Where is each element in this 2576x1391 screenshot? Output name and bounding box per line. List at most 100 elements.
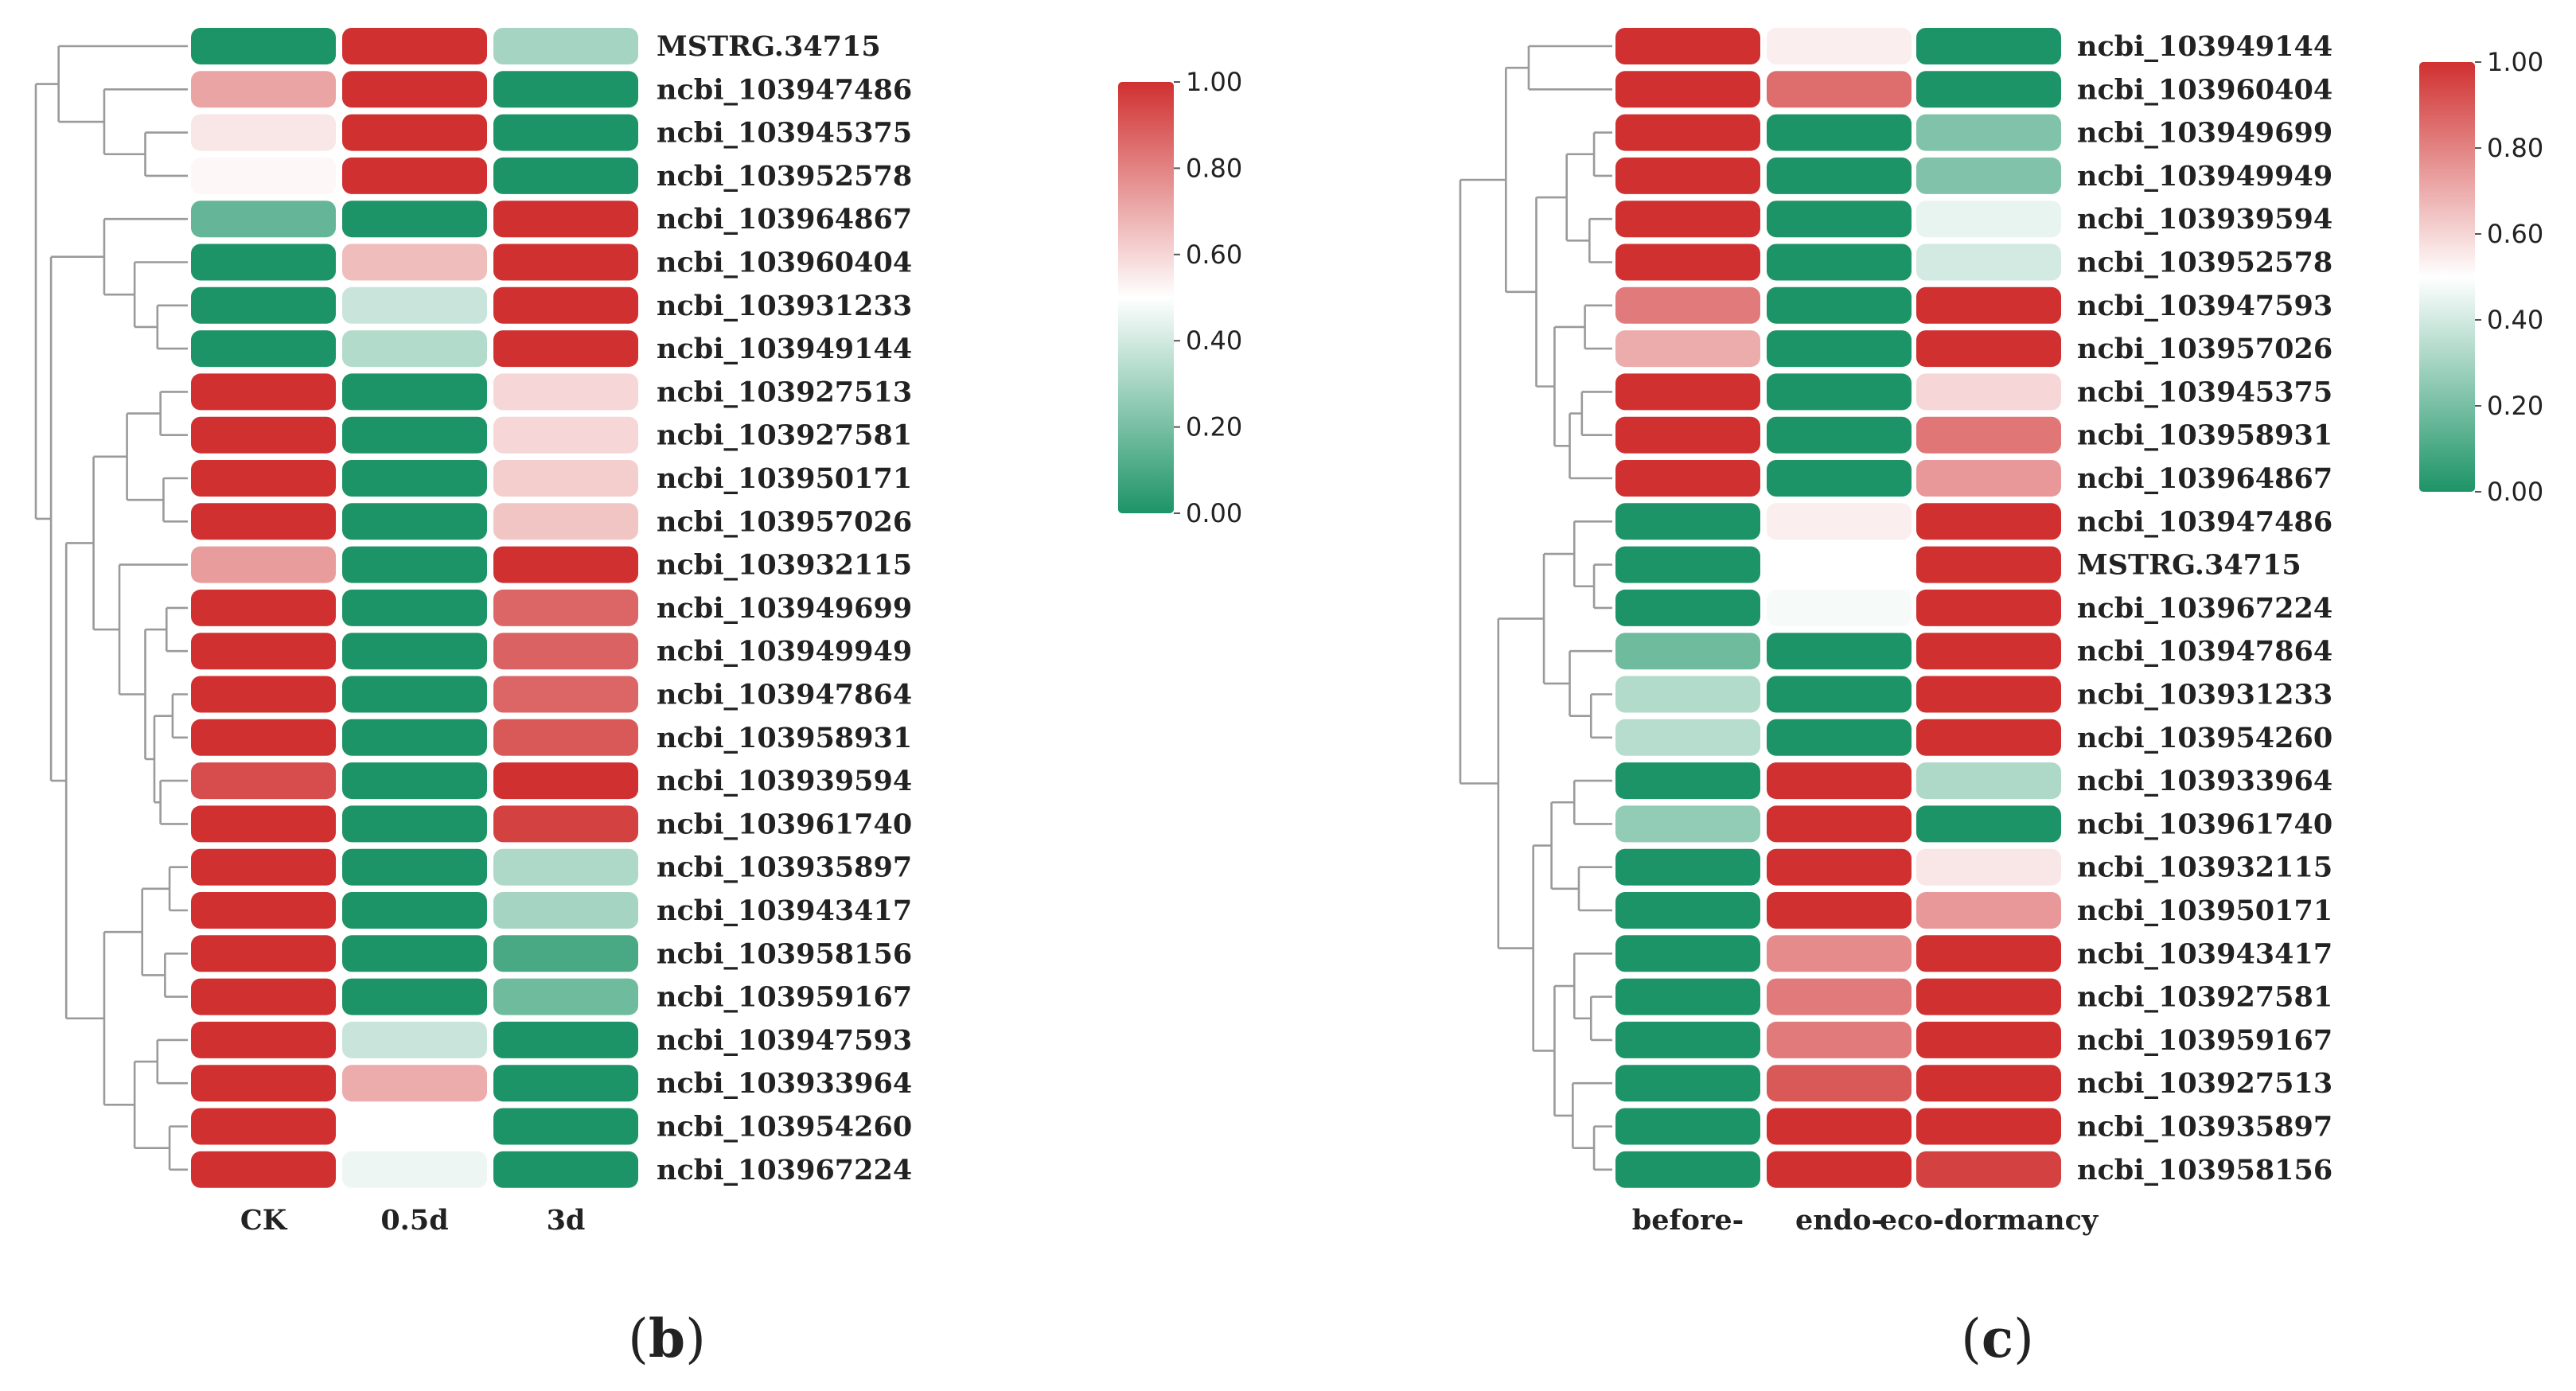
row-label: ncbi_103949699 (657, 592, 912, 625)
heatmap-cell (1615, 373, 1760, 411)
color-scale-tick-label: 0.00 (1186, 498, 1242, 528)
row-label: ncbi_103958156 (2077, 1154, 2332, 1186)
heatmap-cell (1615, 1021, 1760, 1058)
heatmap-cell (1916, 633, 2061, 670)
heatmap-cell (493, 157, 638, 194)
heatmap-cell (1767, 848, 1912, 886)
row-label: ncbi_103952578 (657, 160, 912, 193)
heatmap-cell (1916, 201, 2061, 238)
heatmap-cell (1615, 1065, 1760, 1102)
color-scale-tick-label: 0.80 (1186, 153, 1242, 183)
row-label: ncbi_103949144 (2077, 30, 2332, 63)
row-label: ncbi_103949699 (2077, 117, 2332, 150)
heatmap-cell (342, 416, 487, 454)
heatmap-cell (493, 114, 638, 151)
heatmap-cell (1767, 589, 1912, 626)
row-label: ncbi_103959167 (2077, 1024, 2332, 1057)
heatmap-cell (191, 762, 336, 800)
heatmap-cell (191, 1108, 336, 1145)
heatmap-cell (493, 892, 638, 929)
heatmap-cell (1767, 28, 1912, 64)
heatmap-cell (1767, 503, 1912, 540)
heatmap-cell (342, 201, 487, 238)
heatmap-cell (493, 848, 638, 886)
heatmap-cell (1615, 201, 1760, 238)
row-label: ncbi_103947864 (2077, 635, 2332, 668)
color-scale-tick-label: 0.00 (2487, 477, 2543, 507)
heatmap-cell (342, 762, 487, 800)
heatmap-cell (191, 201, 336, 238)
heatmap-cell (1767, 71, 1912, 108)
heatmap-cell (1767, 935, 1912, 972)
color-scale-tick-label: 1.00 (1186, 67, 1242, 97)
heatmap-cell (493, 1108, 638, 1145)
heatmap-cell (1916, 503, 2061, 540)
heatmap-cell (1615, 848, 1760, 886)
heatmap-cell (342, 719, 487, 756)
heatmap-cell (1767, 546, 1912, 583)
panel-label-b: (b) (628, 1307, 706, 1370)
heatmap-cells-c (1615, 28, 2061, 1188)
heatmap-cell (342, 1021, 487, 1058)
heatmap-cell (342, 1151, 487, 1188)
heatmap-cell (342, 373, 487, 411)
heatmap-cell (191, 460, 336, 497)
heatmap-cell (1615, 460, 1760, 497)
heatmap-cell (342, 330, 487, 368)
heatmap-cell (1916, 805, 2061, 843)
heatmap-cell (191, 503, 336, 540)
heatmap-cell (191, 676, 336, 713)
row-label: ncbi_103947593 (2077, 290, 2332, 322)
heatmap-cell (493, 762, 638, 800)
row-label: MSTRG.34715 (657, 30, 881, 63)
heatmap-cell (342, 460, 487, 497)
row-label: ncbi_103967224 (2077, 592, 2332, 625)
heatmap-cell (1916, 416, 2061, 454)
row-label: ncbi_103960404 (2077, 73, 2332, 106)
color-scale-tick-label: 0.80 (2487, 133, 2543, 163)
heatmap-cell (1615, 330, 1760, 368)
color-scale-c: 1.00 0.80 0.60 0.40 0.20 0.00 (2419, 47, 2543, 507)
heatmap-cell (1916, 589, 2061, 626)
heatmap-cell (1615, 892, 1760, 929)
row-label: ncbi_103943417 (657, 894, 912, 927)
heatmap-cell (1615, 762, 1760, 800)
row-label: ncbi_103950171 (2077, 894, 2332, 927)
heatmap-cell (1767, 373, 1912, 411)
row-label: ncbi_103927513 (657, 376, 912, 408)
heatmap-cell (1615, 416, 1760, 454)
heatmap-cell (493, 978, 638, 1015)
heatmap-cell (1767, 1108, 1912, 1145)
row-label: ncbi_103931233 (2077, 679, 2332, 711)
row-label: ncbi_103961740 (2077, 808, 2332, 840)
heatmap-cell (493, 330, 638, 368)
row-label: ncbi_103945375 (2077, 376, 2332, 408)
heatmap-cell (342, 978, 487, 1015)
heatmap-cell (493, 1151, 638, 1188)
heatmap-cell (191, 978, 336, 1015)
heatmap-cell (191, 546, 336, 583)
heatmap-cell (191, 71, 336, 108)
heatmap-cell (1615, 978, 1760, 1015)
row-label: ncbi_103964867 (2077, 462, 2332, 495)
column-label: CK (240, 1204, 288, 1237)
row-label: ncbi_103950171 (657, 462, 912, 495)
heatmap-cell (191, 286, 336, 324)
heatmap-cell (1767, 892, 1912, 929)
heatmap-cell (1767, 460, 1912, 497)
heatmap-cell (493, 201, 638, 238)
column-labels-c: before-endo-eco-dormancy (1632, 1204, 2099, 1237)
heatmap-cell (493, 71, 638, 108)
heatmap-cell (1767, 201, 1912, 238)
heatmap-cell (1916, 848, 2061, 886)
row-label: ncbi_103943417 (2077, 937, 2332, 970)
heatmap-cell (1916, 157, 2061, 194)
heatmap-cell (1767, 676, 1912, 713)
heatmap-cell (1916, 373, 2061, 411)
heatmap-cell (1767, 330, 1912, 368)
heatmap-cell (1615, 1108, 1760, 1145)
heatmap-cell (1916, 244, 2061, 281)
heatmap-cell (1916, 719, 2061, 756)
heatmap-cell (1615, 589, 1760, 626)
heatmap-cell (1615, 633, 1760, 670)
